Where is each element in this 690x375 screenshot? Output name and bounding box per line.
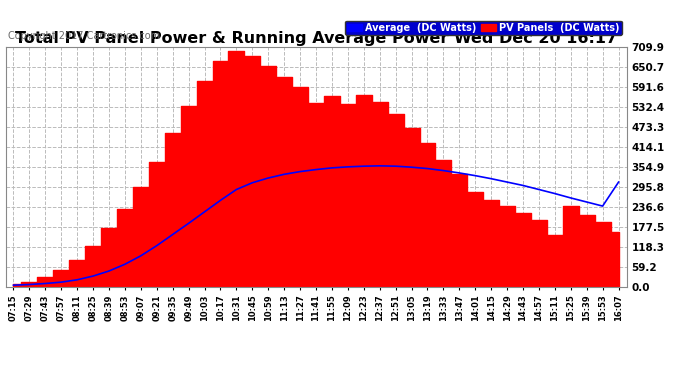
Title: Total PV Panel Power & Running Average Power Wed Dec 20 16:17: Total PV Panel Power & Running Average P… — [15, 31, 617, 46]
Text: Copyright 2017 Cartronics.com: Copyright 2017 Cartronics.com — [8, 32, 160, 41]
Legend: Average  (DC Watts), PV Panels  (DC Watts): Average (DC Watts), PV Panels (DC Watts) — [345, 21, 622, 35]
